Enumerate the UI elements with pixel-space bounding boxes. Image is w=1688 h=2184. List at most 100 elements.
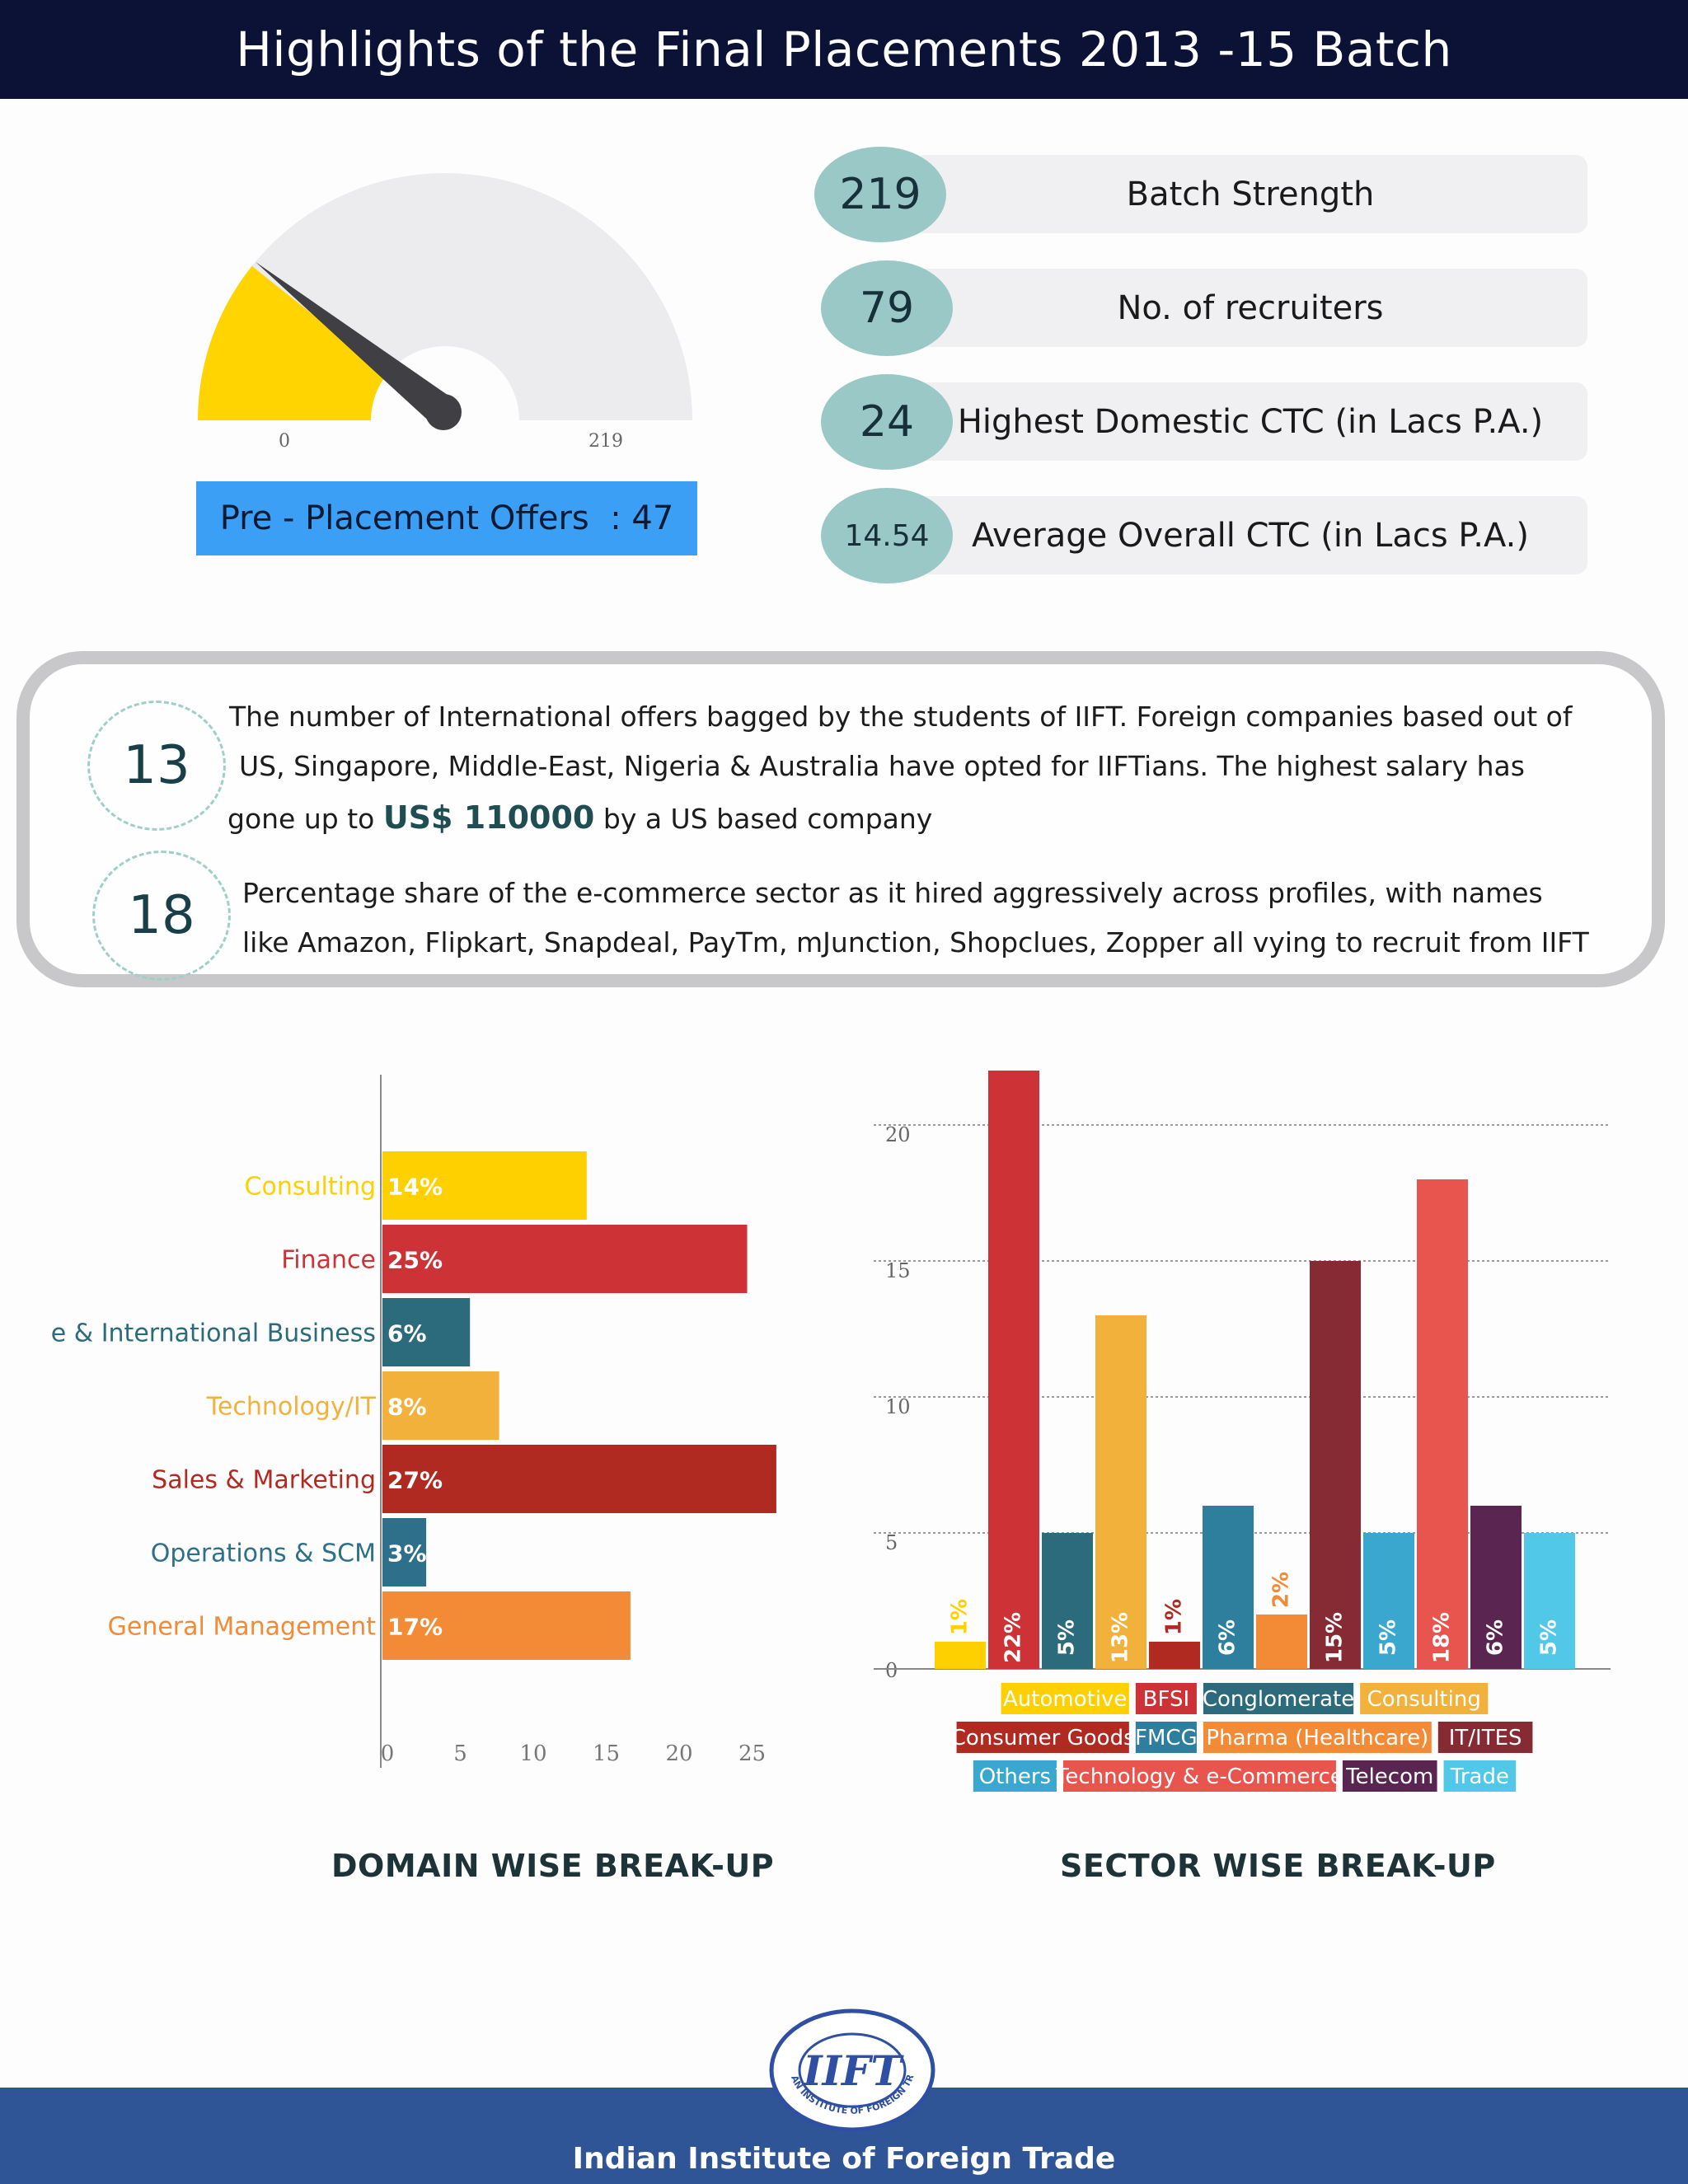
sector-bar [1149,1642,1200,1669]
stat-value: 79 [859,284,915,333]
sector-legend-label: Consulting [1367,1687,1481,1712]
sector-data-label: 13% [1109,1612,1133,1663]
sector-y-tick-label: 0 [885,1659,898,1682]
stat-label-bar: Batch Strength [913,155,1587,233]
sector-legend-swatch [1443,1760,1517,1792]
sector-data-label: 5% [1376,1619,1401,1656]
stat-label: Highest Domestic CTC (in Lacs P.A.) [957,402,1544,441]
stat-value: 14.54 [844,518,930,553]
domain-bar [382,1591,631,1660]
domain-data-label: 8% [387,1394,427,1421]
highlights-box: 13 The number of International offers ba… [16,651,1665,987]
domain-category-label: Technology/IT [206,1393,377,1422]
sector-bar [1470,1506,1522,1669]
domain-data-label: 25% [387,1247,443,1274]
sector-legend-swatch [1437,1722,1533,1753]
sector-wise-chart: 0 5 10 15 20 1% 22% 5% 13% 1% 6% 2% 15% 5% 18% 6% 5% Auto… [874,1071,1611,1792]
domain-x-tick-label: 5 [453,1741,467,1766]
domain-bar [382,1298,471,1366]
stat-value-circle: 219 [814,147,946,242]
stat-value-circle: 24 [821,374,953,470]
intl-offers-count: 13 [123,735,190,796]
sector-bar [1095,1315,1146,1669]
sector-data-label: 6% [1216,1619,1240,1656]
intl-offers-text: gone up to [227,803,375,835]
stat-label-bar: Average Overall CTC (in Lacs P.A.) [913,496,1587,574]
sector-legend-label: Others [979,1765,1051,1789]
logo-text: IIFT [801,2046,904,2095]
intl-offers-text-line: The number of International offers bagge… [229,701,1573,733]
sector-legend-swatch [1342,1760,1437,1792]
intl-offers-text: by a US based company [603,803,933,835]
gauge-max-label: 219 [588,431,623,452]
sector-bar [1310,1261,1361,1669]
ppo-label-box: Pre - Placement Offers : 47 [196,481,697,555]
sector-bar [988,1071,1039,1669]
sector-legend-swatch [1360,1683,1489,1714]
ecommerce-text-line: Percentage share of the e-commerce secto… [242,877,1543,909]
domain-data-label: 3% [387,1540,427,1568]
domain-data-label: 27% [387,1467,443,1494]
domain-x-tick-label: 0 [381,1741,395,1766]
sector-bar [1042,1533,1093,1669]
sector-chart-title: SECTOR WISE BREAK-UP [1060,1848,1496,1884]
domain-bar [382,1445,776,1513]
domain-category-label: General Management [108,1613,377,1642]
domain-bar [382,1225,748,1293]
sector-data-label: 22% [1001,1612,1026,1663]
sector-legend-swatch [1135,1683,1197,1714]
sector-legend-label: BFSI [1143,1687,1190,1712]
sector-y-tick-label: 15 [885,1259,911,1282]
intl-offers-count-circle: 13 [87,701,226,831]
sector-bar [1203,1506,1254,1669]
stat-label: Average Overall CTC (in Lacs P.A.) [971,516,1529,555]
stat-value: 219 [839,170,921,219]
footer-institute-name: Indian Institute of Foreign Trade [572,2142,1116,2176]
sector-bar [1524,1533,1575,1669]
sector-legend-swatch [1203,1683,1354,1714]
sector-y-tick-label: 20 [885,1123,911,1146]
domain-bar [382,1518,427,1586]
domain-data-label: 17% [387,1614,443,1641]
stat-recruiters: No. of recruiters 79 [814,260,1589,356]
page-title-banner: Highlights of the Final Placements 2013 … [0,0,1688,99]
domain-wise-chart: Consulting 14% Finance 25% Trade & Internati… [49,1075,776,1768]
stat-value: 24 [859,397,915,447]
domain-category-label: Trade & International Business [49,1319,376,1348]
domain-x-tick-label: 25 [738,1741,766,1766]
sector-legend-label: Telecom [1345,1765,1433,1789]
sector-bar [1417,1179,1468,1669]
ppo-label: Pre - Placement Offers : 47 [219,499,674,537]
sector-bar [1363,1533,1414,1669]
sector-legend-swatch [1135,1722,1197,1753]
sector-legend-swatch [1001,1683,1129,1714]
stat-label: No. of recruiters [1117,288,1384,327]
stat-highest-domestic-ctc: Highest Domestic CTC (in Lacs P.A.) 24 [814,374,1589,470]
sector-data-label: 1% [1162,1599,1187,1635]
domain-data-label: 14% [387,1174,443,1201]
sector-legend-label: IT/ITES [1449,1726,1522,1750]
page-title: Highlights of the Final Placements 2013 … [236,21,1452,77]
domain-category-label: Operations & SCM [151,1540,376,1568]
sector-data-label: 5% [1537,1619,1562,1656]
sector-legend-label: Automotive [1003,1687,1127,1712]
sector-legend-swatch [956,1722,1129,1753]
gauge-min-label: 0 [279,431,290,452]
highest-salary-value: US$ 110000 [382,799,595,836]
sector-data-label: 6% [1484,1619,1508,1656]
domain-x-tick-label: 20 [665,1741,692,1766]
iift-logo: INDIAN INSTITUTE OF FOREIGN TRADE IIFT [768,2008,935,2132]
ecommerce-text-line: like Amazon, Flipkart, Snapdeal, PayTm, … [242,926,1589,958]
stat-value-circle: 14.54 [821,488,953,583]
sector-legend-label: Trade [1450,1765,1509,1789]
sector-y-tick-label: 10 [885,1395,911,1418]
domain-x-tick-label: 15 [593,1741,620,1766]
sector-legend-label: Conglomerate [1203,1687,1354,1712]
sector-y-tick-label: 5 [885,1531,898,1554]
sector-legend-swatch [1062,1760,1336,1792]
ecommerce-share-circle: 18 [92,851,231,981]
stat-label: Batch Strength [1126,175,1375,213]
domain-category-label: Sales & Marketing [152,1466,376,1495]
domain-category-label: Consulting [245,1173,376,1202]
sector-legend-label: Technology & e-Commerce [1055,1765,1343,1789]
